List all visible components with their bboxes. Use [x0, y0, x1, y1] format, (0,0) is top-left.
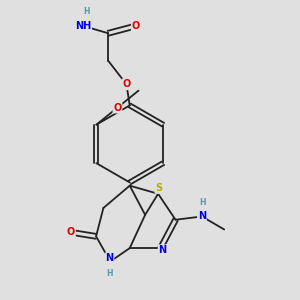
Text: H: H: [106, 269, 113, 278]
Text: H: H: [200, 198, 206, 207]
Text: O: O: [132, 21, 140, 31]
Text: N: N: [198, 212, 206, 221]
Text: N: N: [105, 253, 113, 263]
Text: O: O: [122, 79, 130, 89]
Text: H: H: [83, 7, 90, 16]
Text: S: S: [155, 183, 163, 193]
Text: O: O: [113, 103, 122, 112]
Text: N: N: [158, 245, 166, 255]
Text: O: O: [67, 227, 75, 237]
Text: NH: NH: [75, 21, 91, 31]
